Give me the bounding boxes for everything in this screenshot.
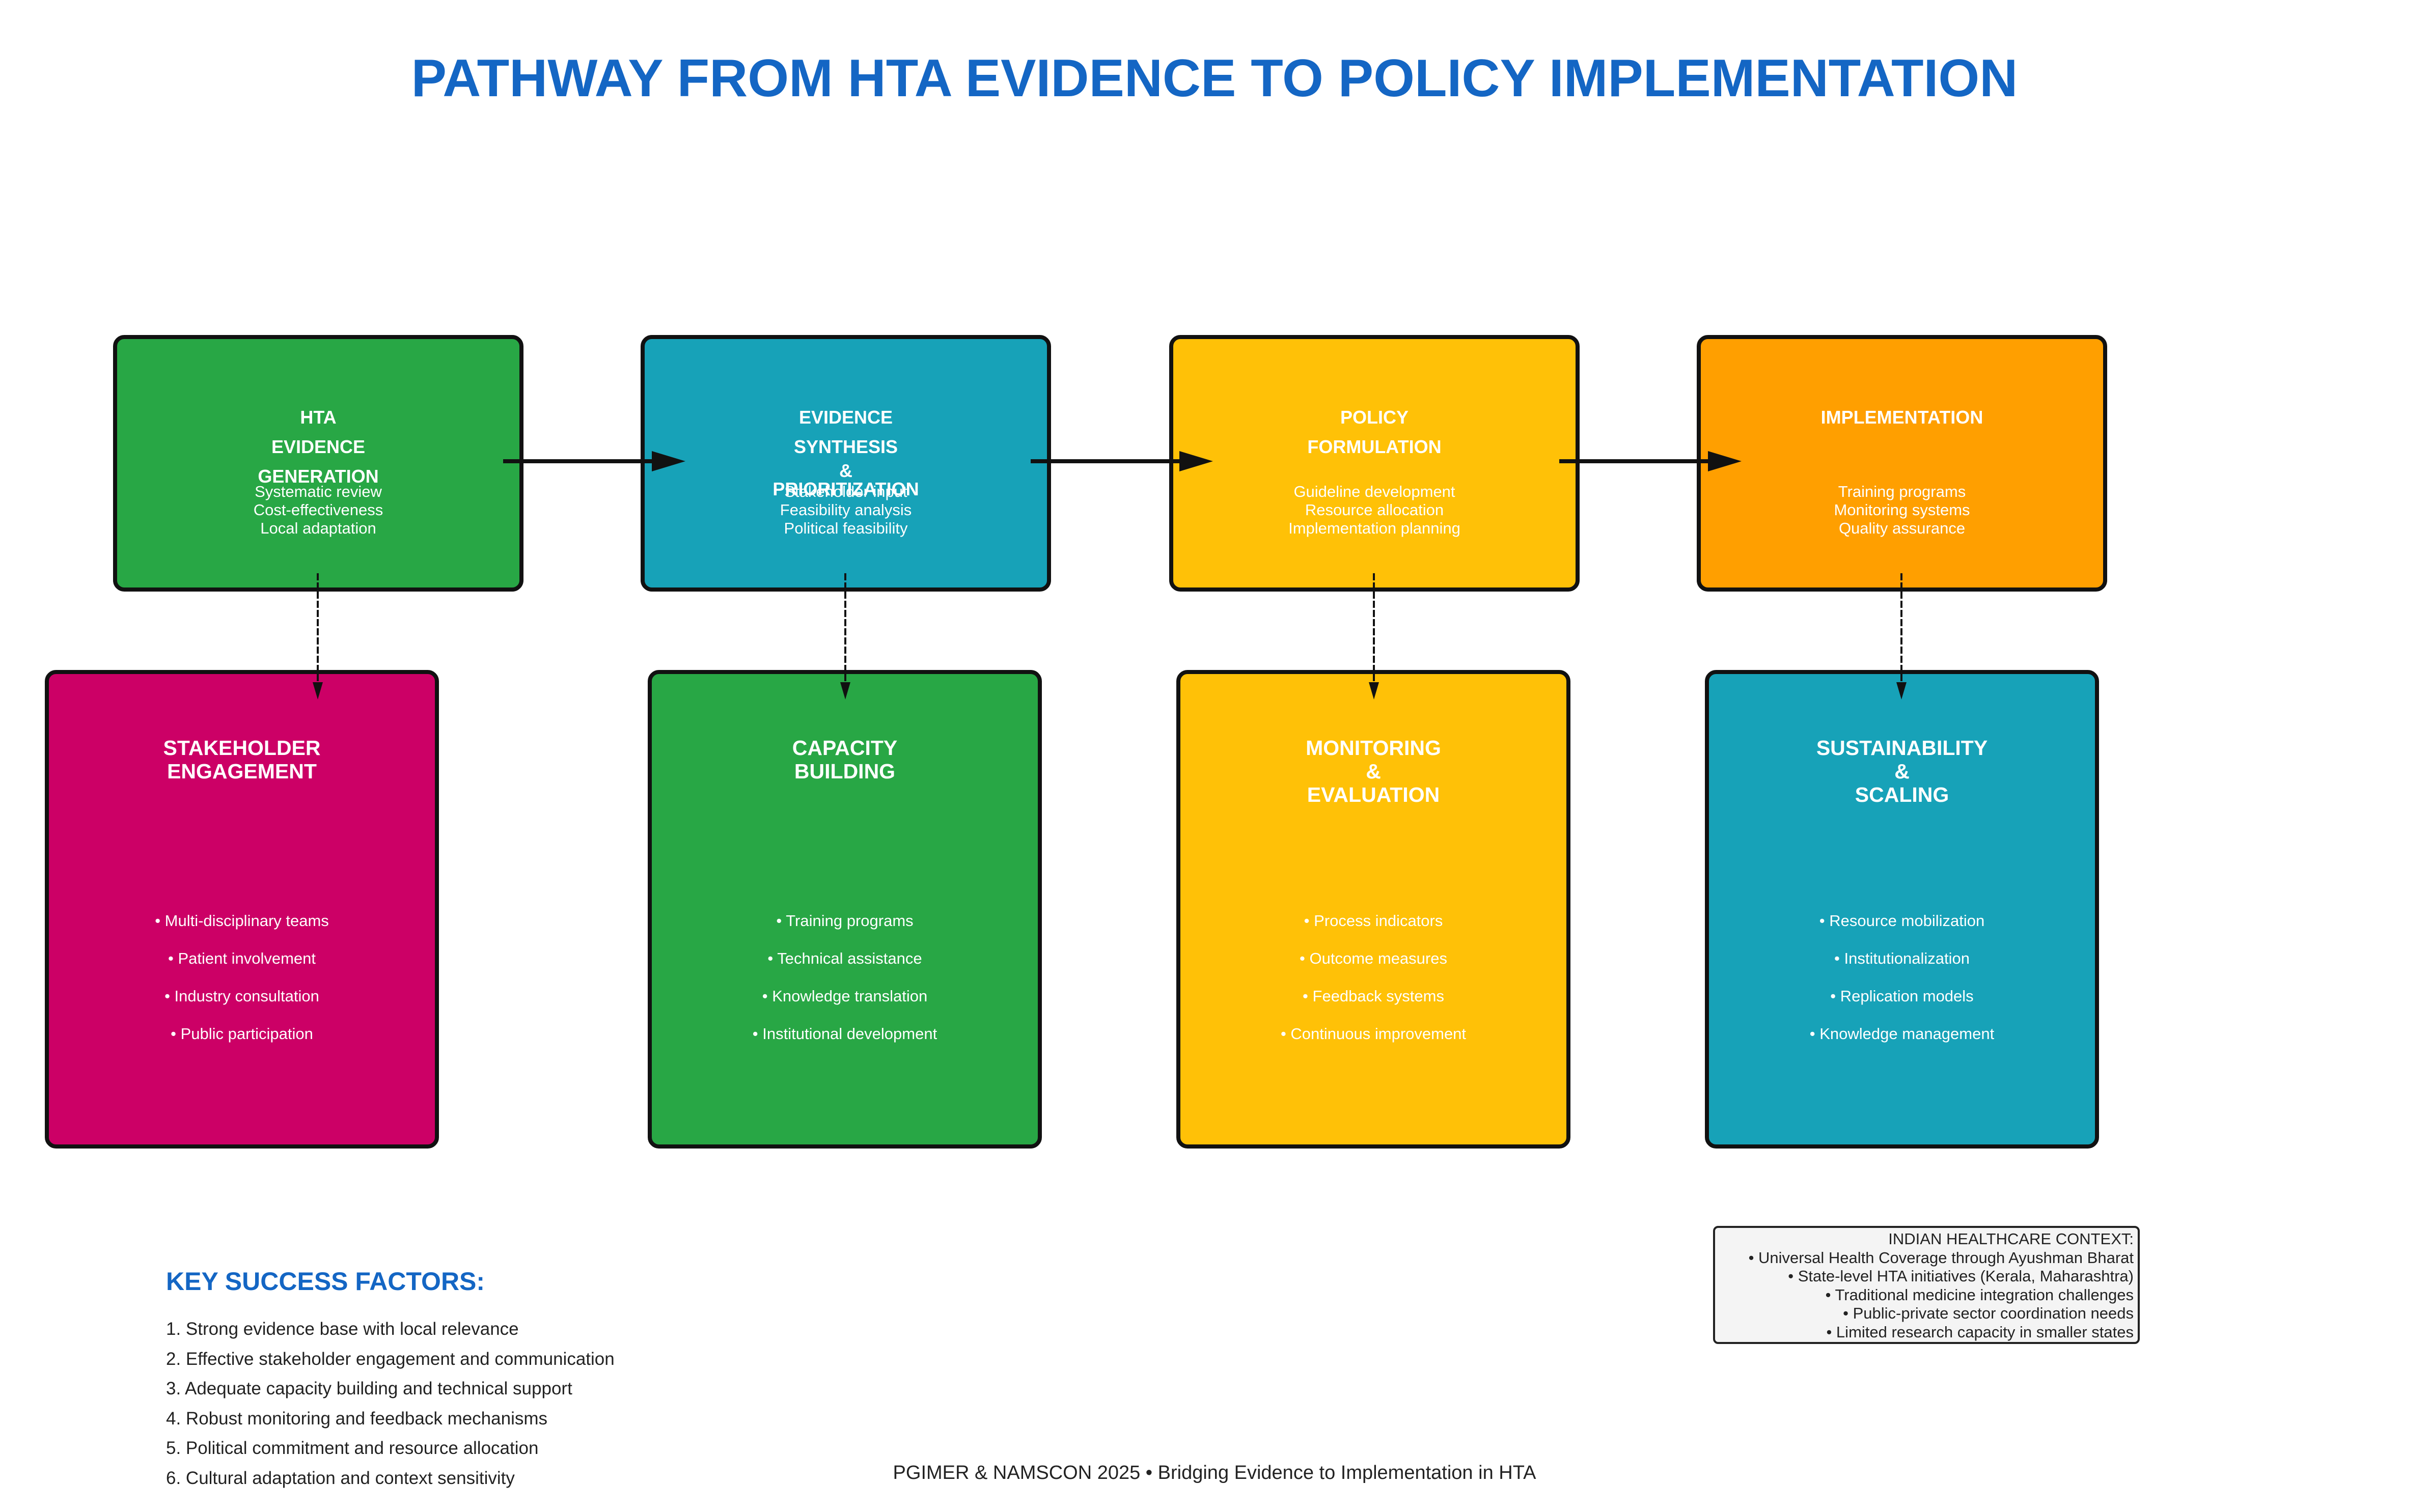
stage-title-line: & <box>839 460 852 481</box>
support-bullet: • Multi-disciplinary teams <box>155 912 329 930</box>
stage-detail: Quality assurance <box>1838 519 1966 537</box>
support-capacity-building: CAPACITY BUILDING • Training programs • … <box>648 670 1042 1149</box>
stage-title-line: POLICY <box>1340 407 1409 428</box>
support-bullets: • Training programs • Technical assistan… <box>652 902 1038 1053</box>
support-title-line: STAKEHOLDER <box>163 736 321 760</box>
support-bullet: • Public participation <box>171 1025 313 1043</box>
stage-detail: Training programs <box>1838 483 1966 500</box>
flow-arrow <box>503 451 685 471</box>
support-title-line: BUILDING <box>794 760 896 783</box>
support-bullets: • Multi-disciplinary teams • Patient inv… <box>49 902 435 1053</box>
stage-details: Training programs Monitoring systems Qua… <box>1701 483 2103 538</box>
key-success-item: 1. Strong evidence base with local relev… <box>166 1319 519 1339</box>
key-success-list: 1. Strong evidence base with local relev… <box>166 1314 615 1493</box>
support-bullet: • Feedback systems <box>1303 987 1444 1005</box>
support-title: STAKEHOLDER ENGAGEMENT <box>49 736 435 783</box>
support-title: MONITORING & EVALUATION <box>1180 736 1566 806</box>
context-heading: INDIAN HEALTHCARE CONTEXT: <box>1888 1230 2134 1248</box>
support-monitoring-evaluation: MONITORING & EVALUATION • Process indica… <box>1176 670 1570 1149</box>
flow-arrow <box>1031 451 1213 471</box>
support-bullet: • Resource mobilization <box>1819 912 1985 930</box>
stage-title-line: FORMULATION <box>1307 436 1442 457</box>
stage-detail: Feasibility analysis <box>780 501 912 519</box>
key-success-item: 3. Adequate capacity building and techni… <box>166 1379 572 1398</box>
stage-title: HTA EVIDENCE GENERATION <box>117 403 519 491</box>
stage-title-line: IMPLEMENTATION <box>1820 407 1983 428</box>
context-item: • Public-private sector coordination nee… <box>1843 1304 2134 1322</box>
support-title: SUSTAINABILITY & SCALING <box>1709 736 2095 806</box>
stage-detail: Monitoring systems <box>1834 501 1970 519</box>
stage-title-line: PRIORITIZATION <box>772 479 919 499</box>
support-arrow <box>1896 573 1907 699</box>
support-stakeholder-engagement: STAKEHOLDER ENGAGEMENT • Multi-disciplin… <box>45 670 439 1149</box>
stage-title-line: HTA <box>300 407 337 428</box>
diagram-title: PATHWAY FROM HTA EVIDENCE TO POLICY IMPL… <box>411 49 2018 108</box>
context-item: • Universal Health Coverage through Ayus… <box>1748 1248 2134 1267</box>
stage-detail: Stakeholder input <box>784 483 907 500</box>
key-success-item: 4. Robust monitoring and feedback mechan… <box>166 1408 548 1429</box>
support-bullet: • Knowledge translation <box>762 987 928 1005</box>
support-bullet: • Continuous improvement <box>1280 1025 1467 1043</box>
support-bullet: • Patient involvement <box>168 949 316 967</box>
stage-detail: Political feasibility <box>784 519 908 537</box>
indian-healthcare-context: INDIAN HEALTHCARE CONTEXT: • Universal H… <box>1713 1226 2140 1344</box>
support-title-line: SUSTAINABILITY <box>1816 736 1988 760</box>
stage-detail: Resource allocation <box>1305 501 1444 519</box>
support-title-line: CAPACITY <box>792 736 898 760</box>
stage-detail: Systematic review <box>255 483 382 500</box>
stage-implementation: IMPLEMENTATION Training programs Monitor… <box>1697 335 2107 592</box>
key-success-heading: KEY SUCCESS FACTORS: <box>166 1267 485 1296</box>
support-bullet: • Knowledge management <box>1809 1025 1995 1043</box>
stage-details: Stakeholder input Feasibility analysis P… <box>645 483 1047 538</box>
stage-title: POLICY FORMULATION <box>1173 403 1576 462</box>
stage-title: IMPLEMENTATION <box>1701 403 2103 432</box>
stage-details: Guideline development Resource allocatio… <box>1173 483 1576 538</box>
context-item: • State-level HTA initiatives (Kerala, M… <box>1788 1267 2134 1285</box>
support-title-line: ENGAGEMENT <box>167 760 317 783</box>
stage-title-line: EVIDENCE <box>798 407 893 428</box>
support-title-line: & <box>1894 760 1910 783</box>
support-title: CAPACITY BUILDING <box>652 736 1038 783</box>
stage-detail: Guideline development <box>1293 483 1455 500</box>
key-success-item: 2. Effective stakeholder engagement and … <box>166 1349 615 1369</box>
support-bullet: • Technical assistance <box>767 949 922 967</box>
key-success-item: 5. Political commitment and resource all… <box>166 1438 539 1458</box>
support-title-line: EVALUATION <box>1307 783 1440 806</box>
support-arrow <box>840 573 850 699</box>
support-bullet: • Institutional development <box>752 1025 937 1043</box>
support-bullet: • Training programs <box>776 912 914 930</box>
flow-arrow <box>1559 451 1742 471</box>
support-bullet: • Replication models <box>1830 987 1974 1005</box>
footer-credit: PGIMER & NAMSCON 2025 • Bridging Evidenc… <box>893 1462 1536 1483</box>
support-bullet: • Industry consultation <box>164 987 319 1005</box>
stage-policy-formulation: POLICY FORMULATION Guideline development… <box>1169 335 1580 592</box>
support-sustainability-scaling: SUSTAINABILITY & SCALING • Resource mobi… <box>1705 670 2099 1149</box>
stage-detail: Implementation planning <box>1288 519 1460 537</box>
stage-title-line: EVIDENCE <box>271 436 366 457</box>
stage-details: Systematic review Cost-effectiveness Loc… <box>117 483 519 538</box>
context-item: • Limited research capacity in smaller s… <box>1826 1323 2134 1341</box>
support-bullets: • Resource mobilization • Institutionali… <box>1709 902 2095 1053</box>
support-arrow <box>313 573 323 699</box>
stage-title-line: GENERATION <box>258 466 379 487</box>
support-arrow <box>1369 573 1379 699</box>
support-bullets: • Process indicators • Outcome measures … <box>1180 902 1566 1053</box>
stage-title-line: SYNTHESIS <box>793 436 898 457</box>
support-bullet: • Outcome measures <box>1300 949 1447 967</box>
support-title-line: MONITORING <box>1306 736 1441 760</box>
key-success-item: 6. Cultural adaptation and context sensi… <box>166 1468 515 1488</box>
support-title-line: SCALING <box>1855 783 1949 806</box>
stage-detail: Cost-effectiveness <box>253 501 383 519</box>
support-bullet: • Institutionalization <box>1834 949 1970 967</box>
stage-title: EVIDENCE SYNTHESIS & PRIORITIZATION <box>645 403 1047 498</box>
stage-hta-evidence-generation: HTA EVIDENCE GENERATION Systematic revie… <box>113 335 523 592</box>
support-bullet: • Process indicators <box>1304 912 1443 930</box>
stage-detail: Local adaptation <box>260 519 376 537</box>
support-title-line: & <box>1366 760 1381 783</box>
context-item: • Traditional medicine integration chall… <box>1825 1285 2134 1304</box>
